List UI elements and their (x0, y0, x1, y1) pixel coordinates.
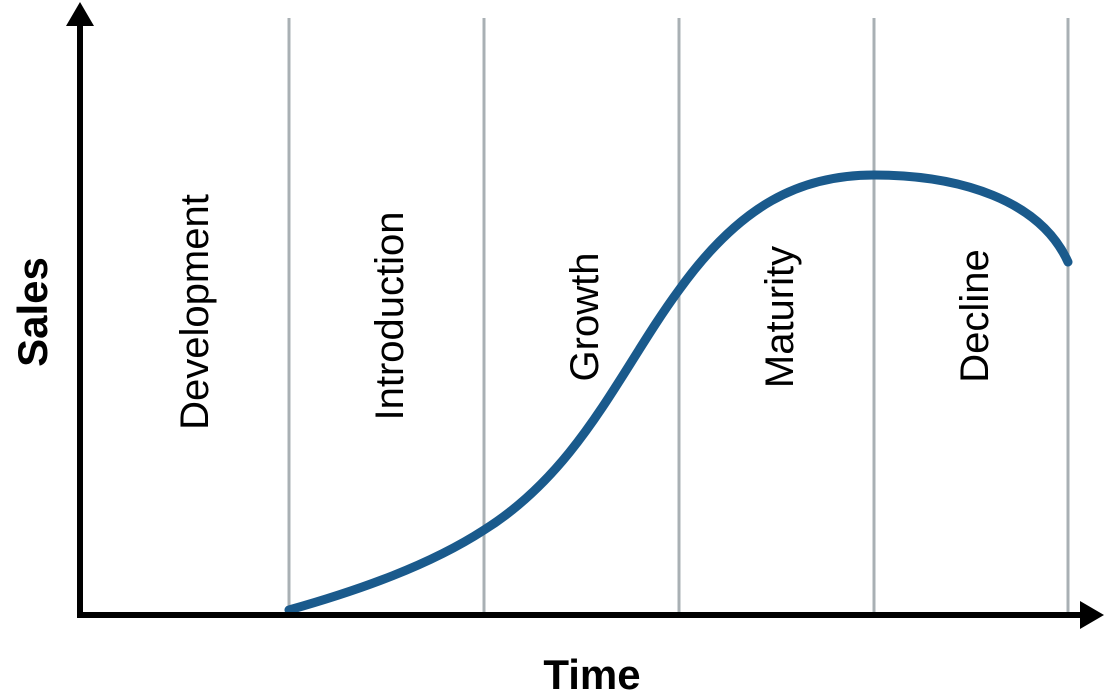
x-axis-arrow-icon (1080, 601, 1104, 629)
stage-label-decline: Decline (953, 249, 997, 382)
stage-label-maturity: Maturity (758, 246, 802, 388)
stage-label-introduction: Introduction (368, 211, 412, 420)
y-axis-arrow-icon (66, 2, 94, 26)
x-axis-label: Time (543, 651, 640, 695)
stage-label-development: Development (173, 194, 217, 430)
stage-label-growth: Growth (563, 253, 607, 382)
y-axis-label: Sales (9, 257, 56, 367)
